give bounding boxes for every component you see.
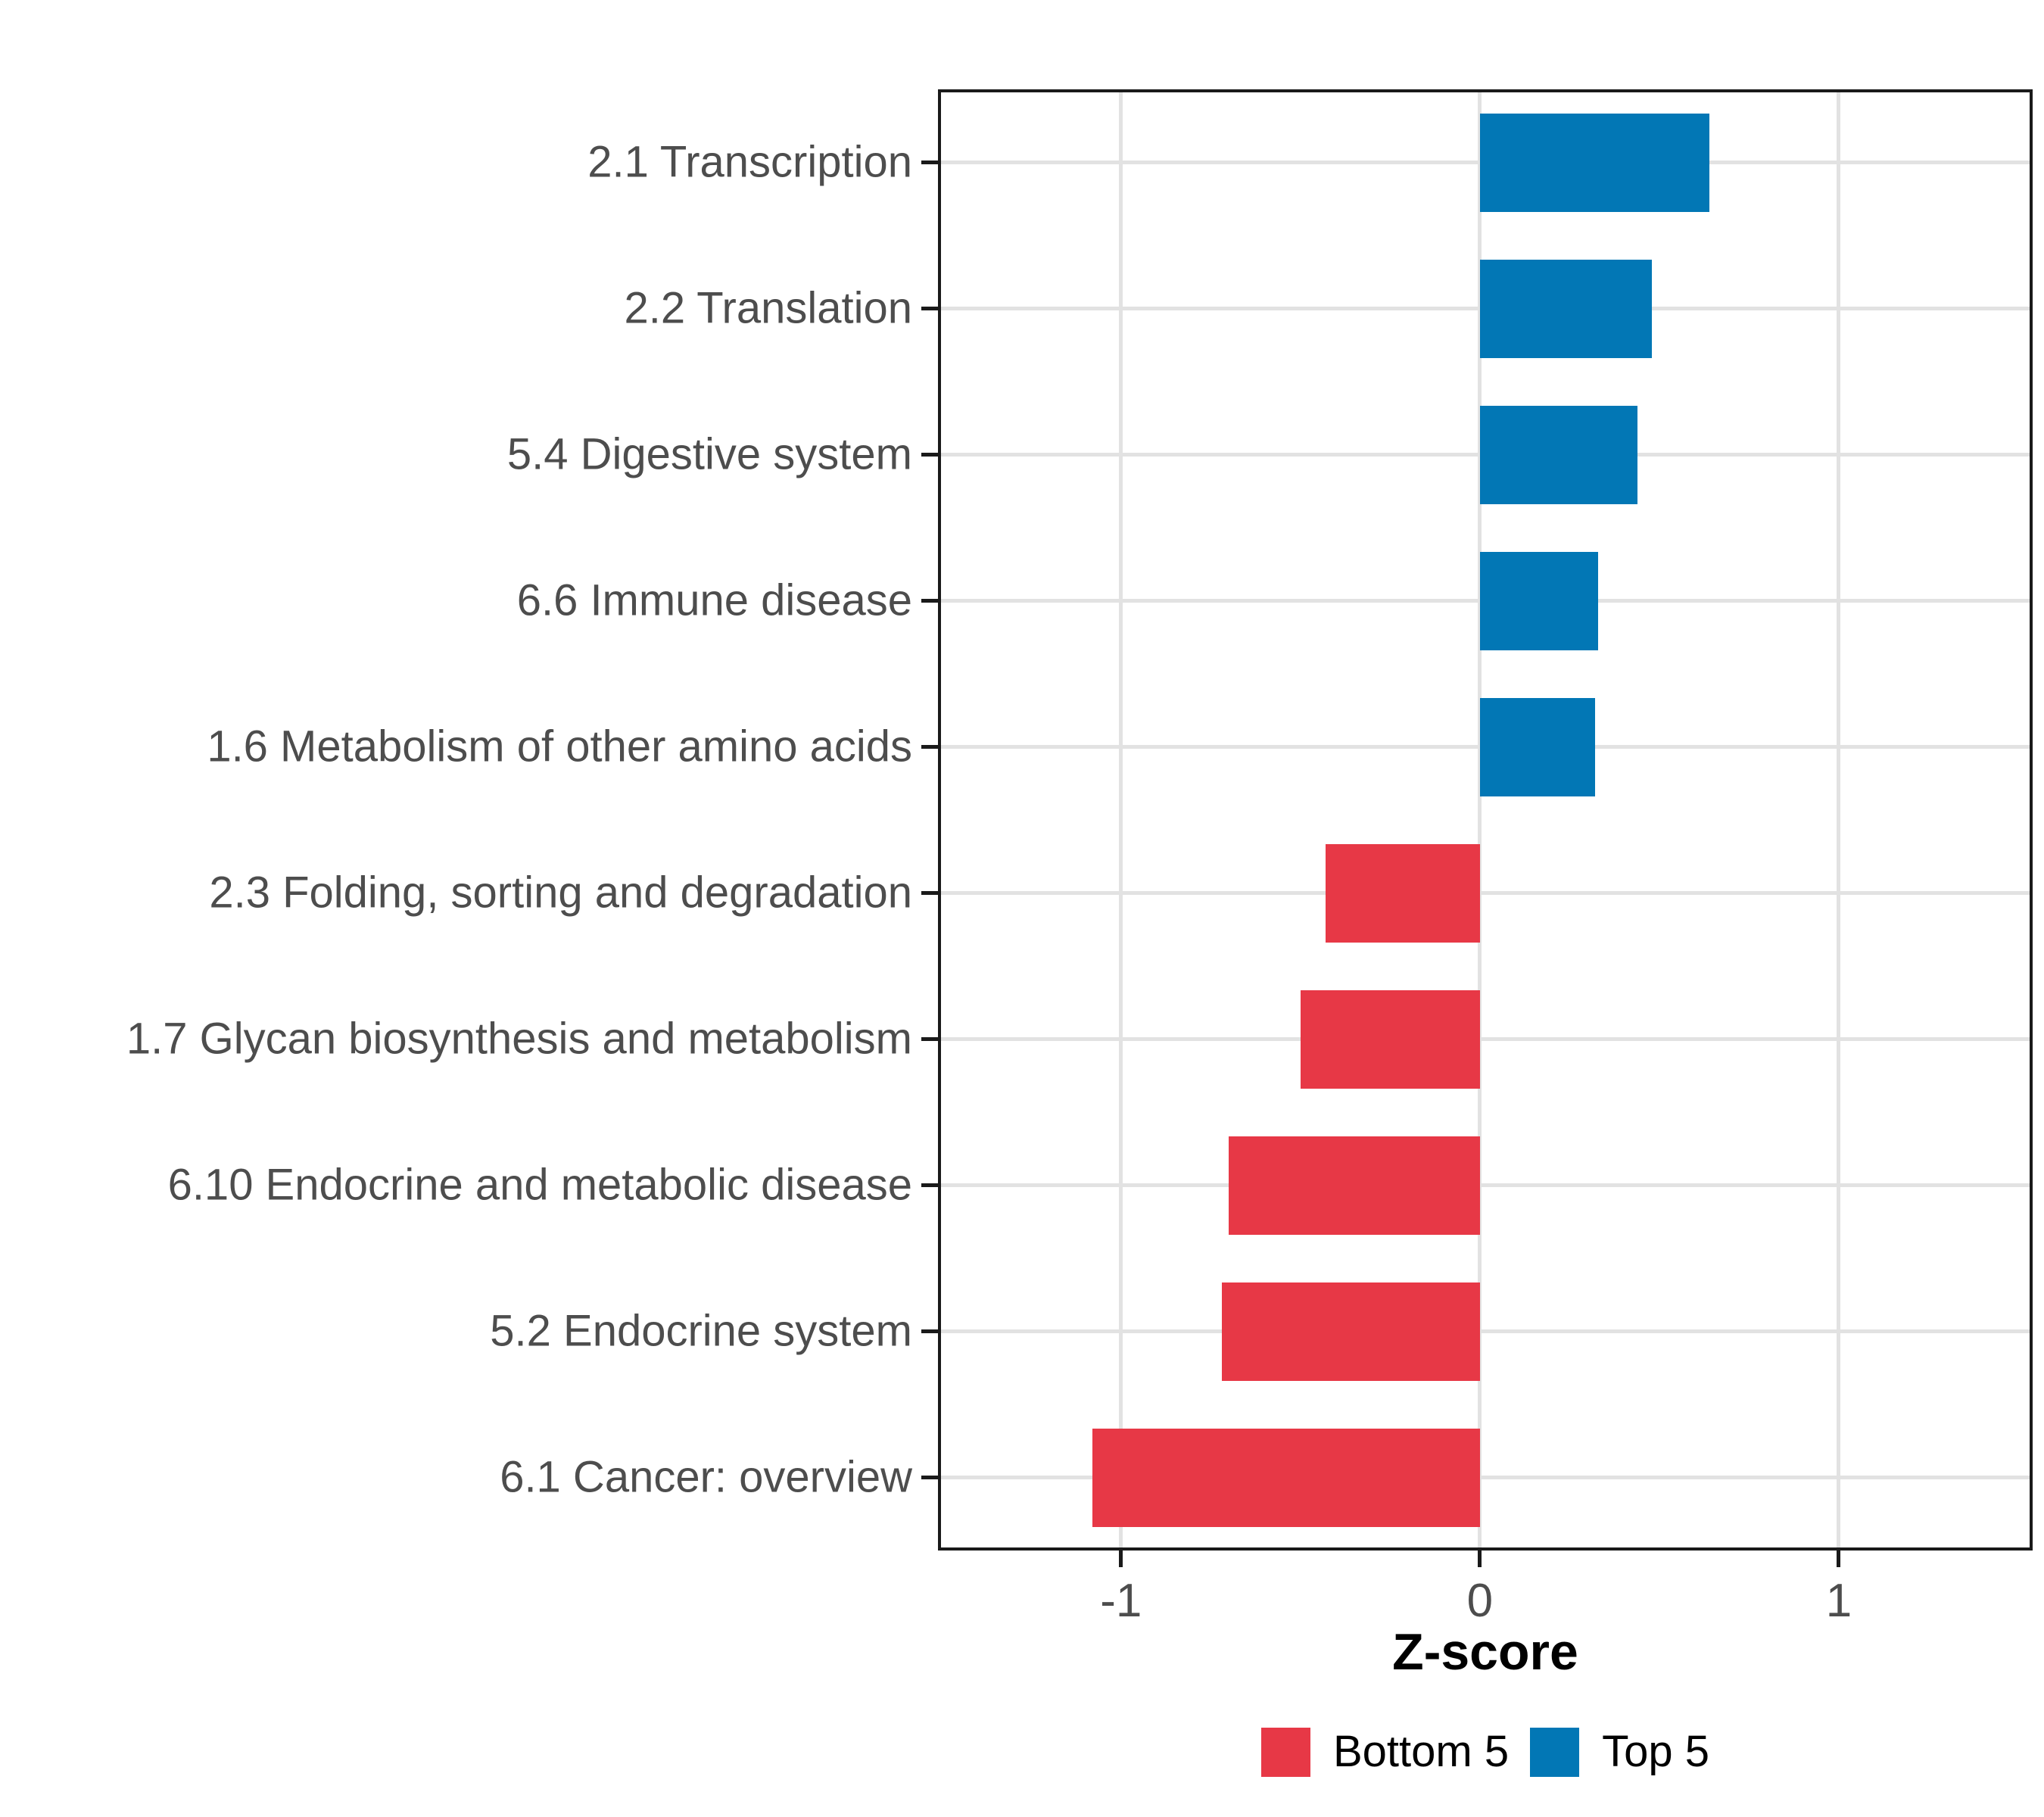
- y-tick-label: 1.6 Metabolism of other amino acids: [207, 722, 912, 771]
- legend-swatch: [1260, 1727, 1310, 1777]
- y-tick: [921, 599, 938, 603]
- x-gridline: [1119, 92, 1123, 1547]
- y-tick-label: 6.1 Cancer: overview: [500, 1452, 912, 1502]
- bar-2-3-folding-sorting-and-degradation: [1326, 843, 1480, 943]
- y-tick: [921, 1476, 938, 1479]
- y-gridline: [941, 891, 2030, 895]
- y-tick-label: 6.10 Endocrine and metabolic disease: [167, 1160, 912, 1210]
- legend-item-top-5: Top 5: [1530, 1727, 1709, 1777]
- legend: Bottom 5 Top 5: [938, 1727, 2033, 1777]
- bar-6-6-immune-disease: [1479, 551, 1599, 650]
- y-gridline: [941, 1183, 2030, 1187]
- y-tick-label: 1.7 Glycan biosynthesis and metabolism: [126, 1014, 912, 1064]
- x-gridline: [1478, 92, 1482, 1547]
- bar-6-1-cancer-overview: [1092, 1428, 1480, 1527]
- y-gridline: [941, 1037, 2030, 1041]
- bar-5-2-endocrine-system: [1221, 1282, 1480, 1381]
- y-tick-label: 2.3 Folding, sorting and degradation: [209, 868, 912, 918]
- y-tick: [921, 1329, 938, 1333]
- bar-5-4-digestive-system: [1479, 405, 1638, 504]
- x-axis-title: Z-score: [1392, 1623, 1578, 1681]
- legend-item-bottom-5: Bottom 5: [1260, 1727, 1510, 1777]
- bar-6-10-endocrine-and-metabolic-disease: [1229, 1136, 1480, 1235]
- x-tick: [1119, 1551, 1123, 1567]
- y-tick-label: 5.4 Digestive system: [506, 429, 912, 479]
- y-tick: [921, 1037, 938, 1041]
- x-tick: [1478, 1551, 1482, 1567]
- y-tick-label: 6.6 Immune disease: [516, 575, 912, 625]
- bar-2-1-transcription: [1479, 113, 1710, 212]
- y-tick: [921, 453, 938, 457]
- y-gridline: [941, 1329, 2030, 1333]
- y-tick: [921, 745, 938, 749]
- x-gridline: [1837, 92, 1841, 1547]
- y-tick: [921, 307, 938, 310]
- y-tick-label: 5.2 Endocrine system: [490, 1306, 912, 1356]
- legend-swatch: [1530, 1727, 1580, 1777]
- y-tick-label: 2.1 Transcription: [587, 137, 912, 187]
- y-tick: [921, 891, 938, 895]
- x-tick-label: 0: [1466, 1575, 1494, 1627]
- legend-label: Top 5: [1602, 1727, 1709, 1776]
- x-tick-label: -1: [1100, 1575, 1142, 1627]
- y-tick: [921, 1183, 938, 1187]
- y-gridline: [941, 1476, 2030, 1479]
- x-tick-label: 1: [1825, 1575, 1852, 1627]
- x-tick: [1837, 1551, 1841, 1567]
- bar-1-6-metabolism-of-other-amino-acids: [1479, 697, 1595, 796]
- plot-panel: [938, 89, 2033, 1551]
- y-tick: [921, 161, 938, 164]
- bar-2-2-translation: [1479, 259, 1653, 358]
- bar-1-7-glycan-biosynthesis-and-metabolism: [1300, 990, 1480, 1089]
- y-tick-label: 2.2 Translation: [624, 283, 912, 333]
- legend-label: Bottom 5: [1332, 1727, 1510, 1776]
